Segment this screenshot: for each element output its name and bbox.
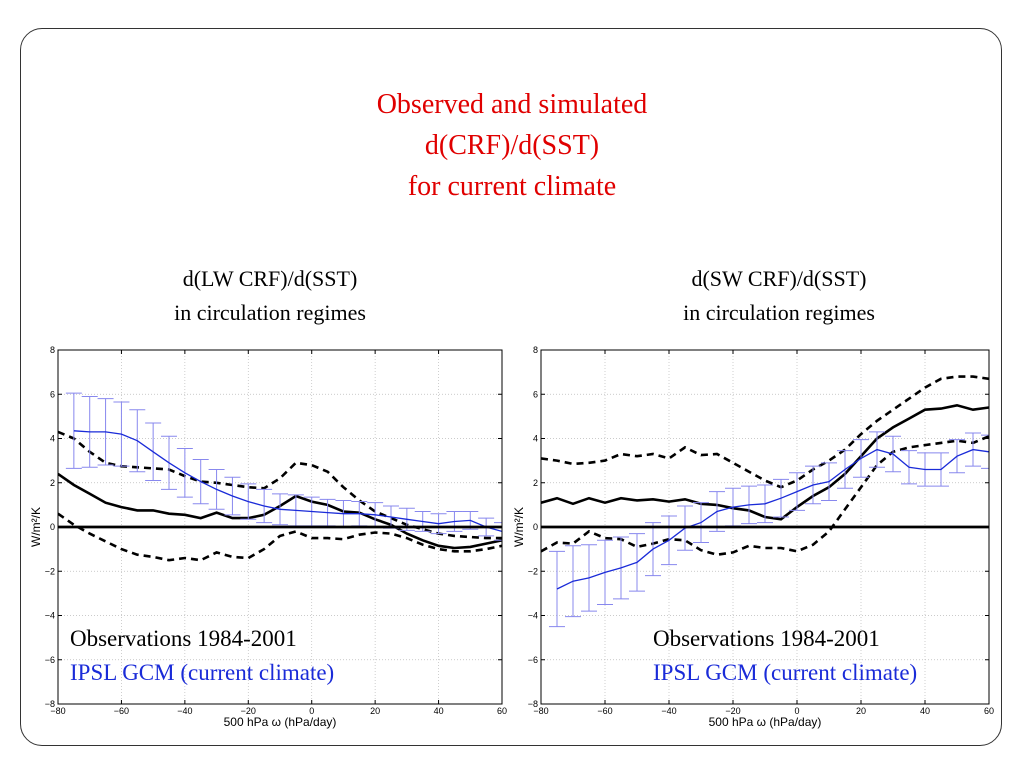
lw-xtick-label: 20 [370, 706, 380, 716]
sw-series-3 [549, 431, 989, 628]
lw-xtick-label: −80 [50, 706, 65, 716]
slide-frame [20, 28, 1002, 746]
slide-title-line-2: d(CRF)/d(SST) [424, 130, 600, 161]
lw-chart-title-line-1: d(LW CRF)/d(SST) [182, 266, 358, 291]
lw-series-line-obs-dashed [58, 512, 502, 562]
lw-error-bar [65, 392, 82, 469]
lw-ytick-label: 4 [50, 434, 55, 444]
sw-ytick-label: −2 [528, 566, 538, 576]
sw-chart-title-line-1: d(SW CRF)/d(SST) [691, 266, 867, 291]
lw-xtick-label: −20 [241, 706, 256, 716]
lw-series-line-obs-dashed [58, 430, 502, 540]
sw-xtick-label: 40 [920, 706, 930, 716]
lw-ytick-label: 6 [50, 389, 55, 399]
sw-xtick-label: −20 [725, 706, 740, 716]
lw-chart-title: d(LW CRF)/d(SST) in circulation regimes [70, 262, 470, 330]
sw-series-2 [541, 435, 989, 557]
lw-legend-gcm: IPSL GCM (current climate) [70, 660, 335, 685]
sw-legend-gcm: IPSL GCM (current climate) [653, 660, 918, 685]
sw-ytick-label: 4 [533, 434, 538, 444]
slide-title-line-1: Observed and simulated [376, 89, 648, 120]
sw-series-line-obs-dashed [541, 435, 989, 557]
sw-ytick-label: 6 [533, 389, 538, 399]
lw-xtick-label: −40 [177, 706, 192, 716]
lw-ytick-label: −4 [45, 611, 55, 621]
sw-series-line-gcm [556, 448, 989, 590]
sw-chart-title-line-2: in circulation regimes [683, 300, 875, 325]
sw-legend-observations: Observations 1984-2001 [653, 626, 880, 651]
lw-ytick-label: 0 [50, 522, 55, 532]
slide-title: Observed and simulated d(CRF)/d(SST) for… [0, 84, 1024, 207]
sw-ytick-label: −4 [528, 611, 538, 621]
sw-xlabel: 500 hPa ω (hPa/day) [709, 715, 822, 729]
sw-xtick-label: 0 [794, 706, 799, 716]
lw-error-bar [494, 522, 502, 541]
slide-title-line-3: for current climate [407, 171, 617, 202]
sw-xtick-label: −80 [533, 706, 548, 716]
sw-xtick-label: −60 [597, 706, 612, 716]
sw-xtick-label: 60 [984, 706, 994, 716]
sw-ytick-label: 2 [533, 478, 538, 488]
lw-ytick-label: 8 [50, 345, 55, 355]
sw-series-1 [541, 375, 989, 489]
lw-chart-title-line-2: in circulation regimes [174, 300, 366, 325]
sw-error-bar [981, 434, 989, 469]
lw-xtick-label: 0 [309, 706, 314, 716]
lw-series-1 [58, 430, 502, 540]
sw-xtick-label: 20 [856, 706, 866, 716]
lw-xtick-label: 60 [497, 706, 507, 716]
sw-ytick-label: 0 [533, 522, 538, 532]
lw-ytick-label: −6 [45, 655, 55, 665]
lw-legend: Observations 1984-2001 IPSL GCM (current… [70, 622, 334, 690]
lw-ytick-label: 2 [50, 478, 55, 488]
lw-legend-observations: Observations 1984-2001 [70, 626, 297, 651]
sw-ytick-label: 8 [533, 345, 538, 355]
lw-xtick-label: −60 [114, 706, 129, 716]
sw-ytick-label: −8 [528, 699, 538, 709]
sw-series-line-obs-dashed [541, 375, 989, 489]
lw-series-line-gcm [73, 430, 502, 533]
lw-ylabel: W/m²/K [29, 507, 43, 547]
sw-ytick-label: −6 [528, 655, 538, 665]
lw-xtick-label: 40 [434, 706, 444, 716]
lw-xlabel: 500 hPa ω (hPa/day) [224, 715, 337, 729]
sw-legend: Observations 1984-2001 IPSL GCM (current… [653, 622, 917, 690]
lw-series-2 [58, 512, 502, 562]
lw-ytick-label: −2 [45, 566, 55, 576]
sw-ylabel: W/m²/K [512, 507, 526, 547]
sw-chart-title: d(SW CRF)/d(SST) in circulation regimes [579, 262, 979, 330]
sw-xtick-label: −40 [661, 706, 676, 716]
lw-ytick-label: −8 [45, 699, 55, 709]
